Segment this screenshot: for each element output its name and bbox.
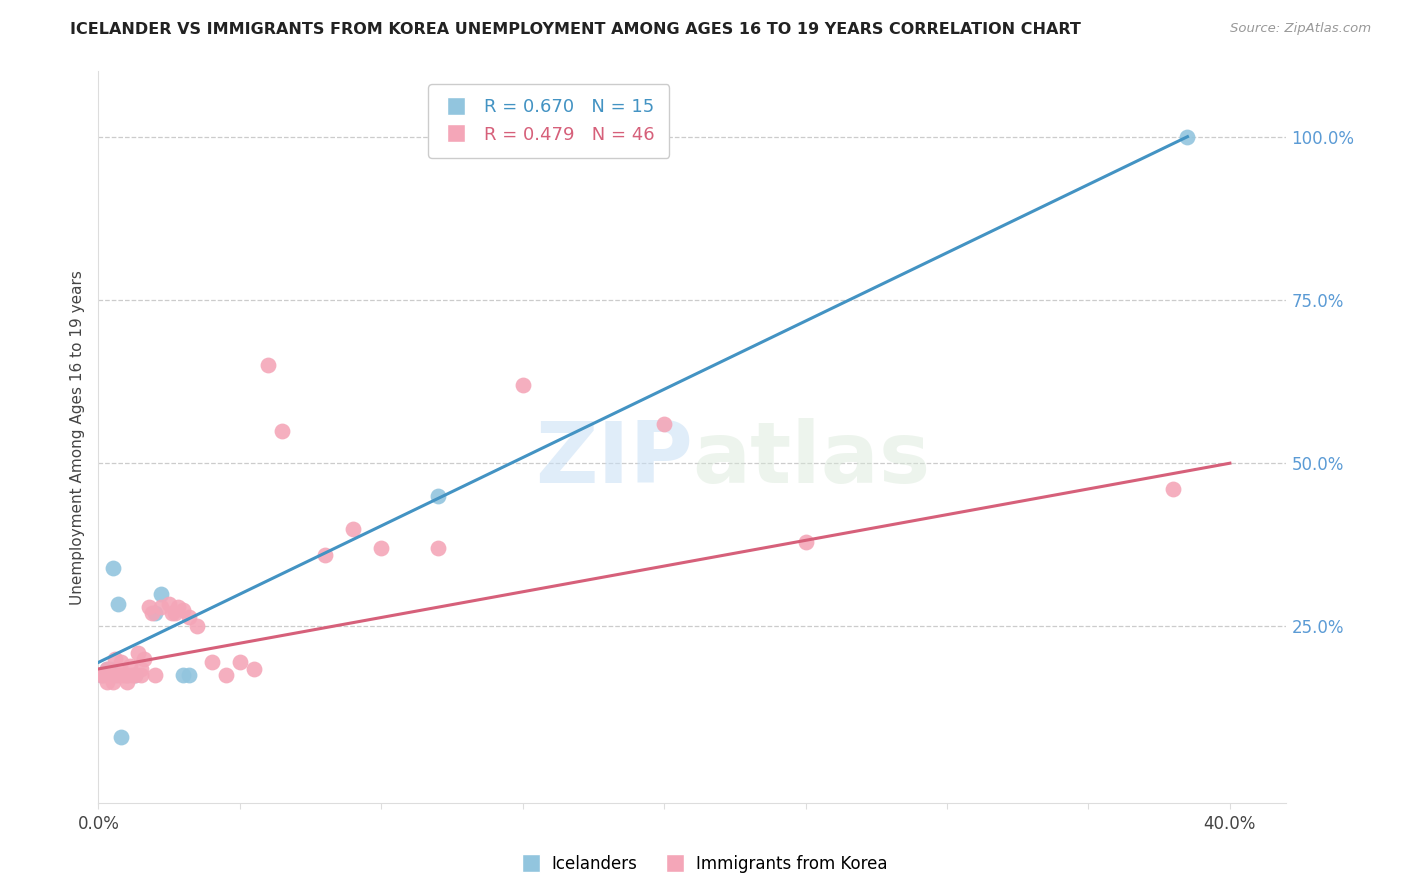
Point (172, 603, 194, 617)
Point (118, 658, 141, 673)
Point (110, 668, 132, 682)
Point (138, 599, 160, 614)
Point (149, 587, 172, 601)
Point (512, 377, 534, 392)
Point (115, 668, 138, 682)
Point (149, 599, 172, 614)
Point (143, 607, 166, 621)
Point (370, 541, 392, 555)
Point (96, 675, 118, 690)
Point (90, 668, 112, 682)
Point (186, 619, 208, 633)
Point (200, 656, 222, 670)
Point (101, 560, 124, 574)
Y-axis label: Unemployment Among Ages 16 to 19 years: Unemployment Among Ages 16 to 19 years (69, 269, 84, 605)
Point (243, 662, 266, 676)
Point (121, 668, 143, 682)
Point (96, 662, 118, 676)
Point (98, 662, 121, 676)
Point (143, 668, 166, 682)
Point (215, 668, 238, 682)
Point (129, 668, 152, 682)
Point (101, 675, 124, 690)
Point (160, 607, 183, 621)
Point (98, 668, 121, 682)
Point (1177, 129, 1199, 144)
Point (90, 668, 112, 682)
Point (104, 668, 127, 682)
Point (107, 597, 129, 611)
Point (112, 668, 135, 682)
Point (132, 652, 155, 666)
Point (124, 668, 146, 682)
Point (314, 548, 336, 562)
Point (127, 646, 149, 660)
Point (93, 668, 115, 682)
Point (129, 662, 152, 676)
Point (229, 656, 252, 670)
Point (115, 675, 138, 690)
Point (172, 668, 194, 682)
Point (271, 424, 294, 438)
Point (426, 541, 449, 555)
Point (426, 489, 449, 503)
Point (110, 731, 132, 745)
Point (177, 609, 200, 624)
Point (141, 607, 163, 621)
Legend: Icelanders, Immigrants from Korea: Icelanders, Immigrants from Korea (512, 848, 894, 880)
Point (96, 662, 118, 676)
Point (107, 668, 129, 682)
Point (166, 599, 188, 614)
Point (163, 607, 186, 621)
Point (257, 358, 280, 372)
Point (115, 668, 138, 682)
Text: Source: ZipAtlas.com: Source: ZipAtlas.com (1230, 22, 1371, 36)
Point (101, 668, 124, 682)
Point (177, 668, 200, 682)
Point (110, 656, 132, 670)
Text: ZIP: ZIP (534, 417, 693, 500)
Point (104, 652, 127, 666)
Point (652, 417, 675, 431)
Point (342, 521, 364, 535)
Point (794, 534, 817, 549)
Point (1163, 483, 1185, 497)
Legend: R = 0.670   N = 15, R = 0.479   N = 46: R = 0.670 N = 15, R = 0.479 N = 46 (429, 84, 669, 158)
Text: atlas: atlas (693, 417, 931, 500)
Text: ICELANDER VS IMMIGRANTS FROM KOREA UNEMPLOYMENT AMONG AGES 16 TO 19 YEARS CORREL: ICELANDER VS IMMIGRANTS FROM KOREA UNEMP… (70, 22, 1081, 37)
Point (124, 668, 146, 682)
Point (157, 597, 180, 611)
